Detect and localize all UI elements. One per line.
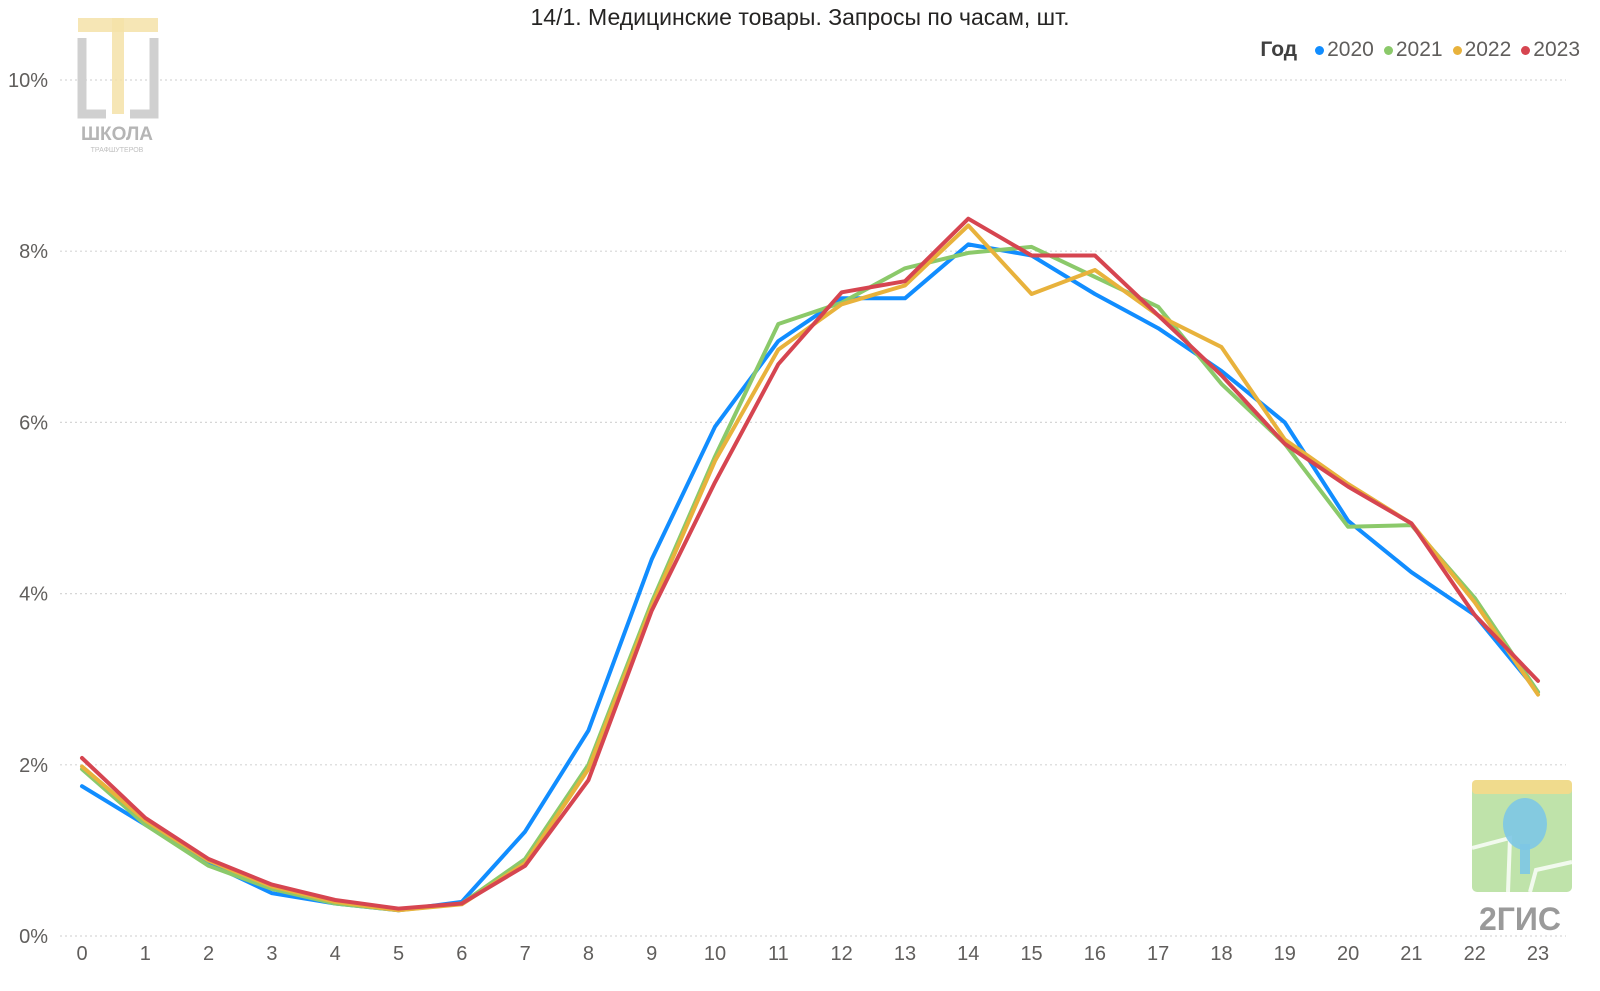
y-tick-label: 6% (19, 412, 48, 434)
y-tick-label: 2% (19, 755, 48, 777)
x-tick-label: 19 (1274, 943, 1296, 965)
legend-label-2020: 2020 (1327, 38, 1374, 61)
y-tick-label: 4% (19, 584, 48, 606)
x-tick-label: 20 (1337, 943, 1359, 965)
x-tick-label: 22 (1464, 943, 1486, 965)
x-tick-label: 14 (957, 943, 979, 965)
legend-label-2022: 2022 (1464, 38, 1512, 61)
x-tick-label: 18 (1210, 943, 1232, 965)
y-tick-label: 8% (19, 241, 48, 263)
x-tick-label: 3 (266, 943, 277, 965)
x-tick-label: 13 (894, 943, 916, 965)
school-logo: ШКОЛА ТРАФШУТЕРОВ (77, 18, 159, 154)
legend-item-2021[interactable]: 2021 (1383, 38, 1443, 62)
legend-title: Год (1260, 38, 1298, 61)
x-tick-label: 8 (583, 943, 594, 965)
x-tick-label: 15 (1020, 943, 1042, 965)
2gis-logo: 2ГИС (1471, 780, 1573, 937)
legend-marker-2021 (1383, 45, 1393, 55)
legend-item-2020[interactable]: 2020 (1315, 38, 1374, 62)
chart-title: 14/1. Медицинские товары. Запросы по час… (530, 4, 1070, 30)
x-tick-label: 6 (456, 943, 467, 965)
y-tick-label: 0% (19, 926, 48, 948)
legend-label-2023: 2023 (1533, 38, 1580, 61)
legend-label-2021: 2021 (1395, 38, 1443, 61)
school-logo-text: ШКОЛА (81, 124, 153, 145)
x-tick-label: 10 (704, 943, 726, 965)
legend-item-2023[interactable]: 2023 (1521, 38, 1580, 62)
series-line-2020[interactable] (80, 242, 1540, 913)
x-tick-label: 1 (140, 943, 151, 965)
x-tick-label: 4 (330, 943, 341, 965)
x-tick-label: 12 (831, 943, 853, 965)
x-tick-label: 21 (1400, 943, 1422, 965)
x-tick-label: 2 (203, 943, 214, 965)
x-tick-label: 11 (768, 943, 789, 965)
legend-item-2022[interactable]: 2022 (1452, 38, 1512, 62)
legend-marker-2022 (1452, 45, 1462, 55)
legend-marker-2020 (1315, 45, 1325, 55)
series-lines (80, 216, 1540, 913)
x-axis-ticks: 0 1 2 3 4 5 6 7 8 9 10 11 12 13 14 15 16 17 18 19 20 21 22 23 (76, 943, 1549, 965)
school-logo-subtext: ТРАФШУТЕРОВ (91, 147, 144, 154)
series-line-2023[interactable] (80, 216, 1540, 911)
x-tick-label: 16 (1084, 943, 1106, 965)
x-tick-label: 7 (520, 943, 531, 965)
x-tick-label: 0 (76, 943, 87, 965)
legend: Год 2020 2021 2022 2023 (1260, 38, 1580, 62)
series-line-2021[interactable] (80, 244, 1540, 913)
2gis-logo-text: 2ГИС (1479, 901, 1561, 937)
y-axis-ticks: 0% 2% 4% 6% 8% 10% (8, 70, 48, 948)
x-tick-label: 23 (1527, 943, 1549, 965)
x-tick-label: 5 (393, 943, 404, 965)
y-tick-label: 10% (8, 70, 48, 92)
x-tick-label: 17 (1147, 943, 1169, 965)
x-tick-label: 9 (646, 943, 657, 965)
gridlines (60, 79, 1566, 937)
legend-marker-2023 (1521, 45, 1531, 55)
